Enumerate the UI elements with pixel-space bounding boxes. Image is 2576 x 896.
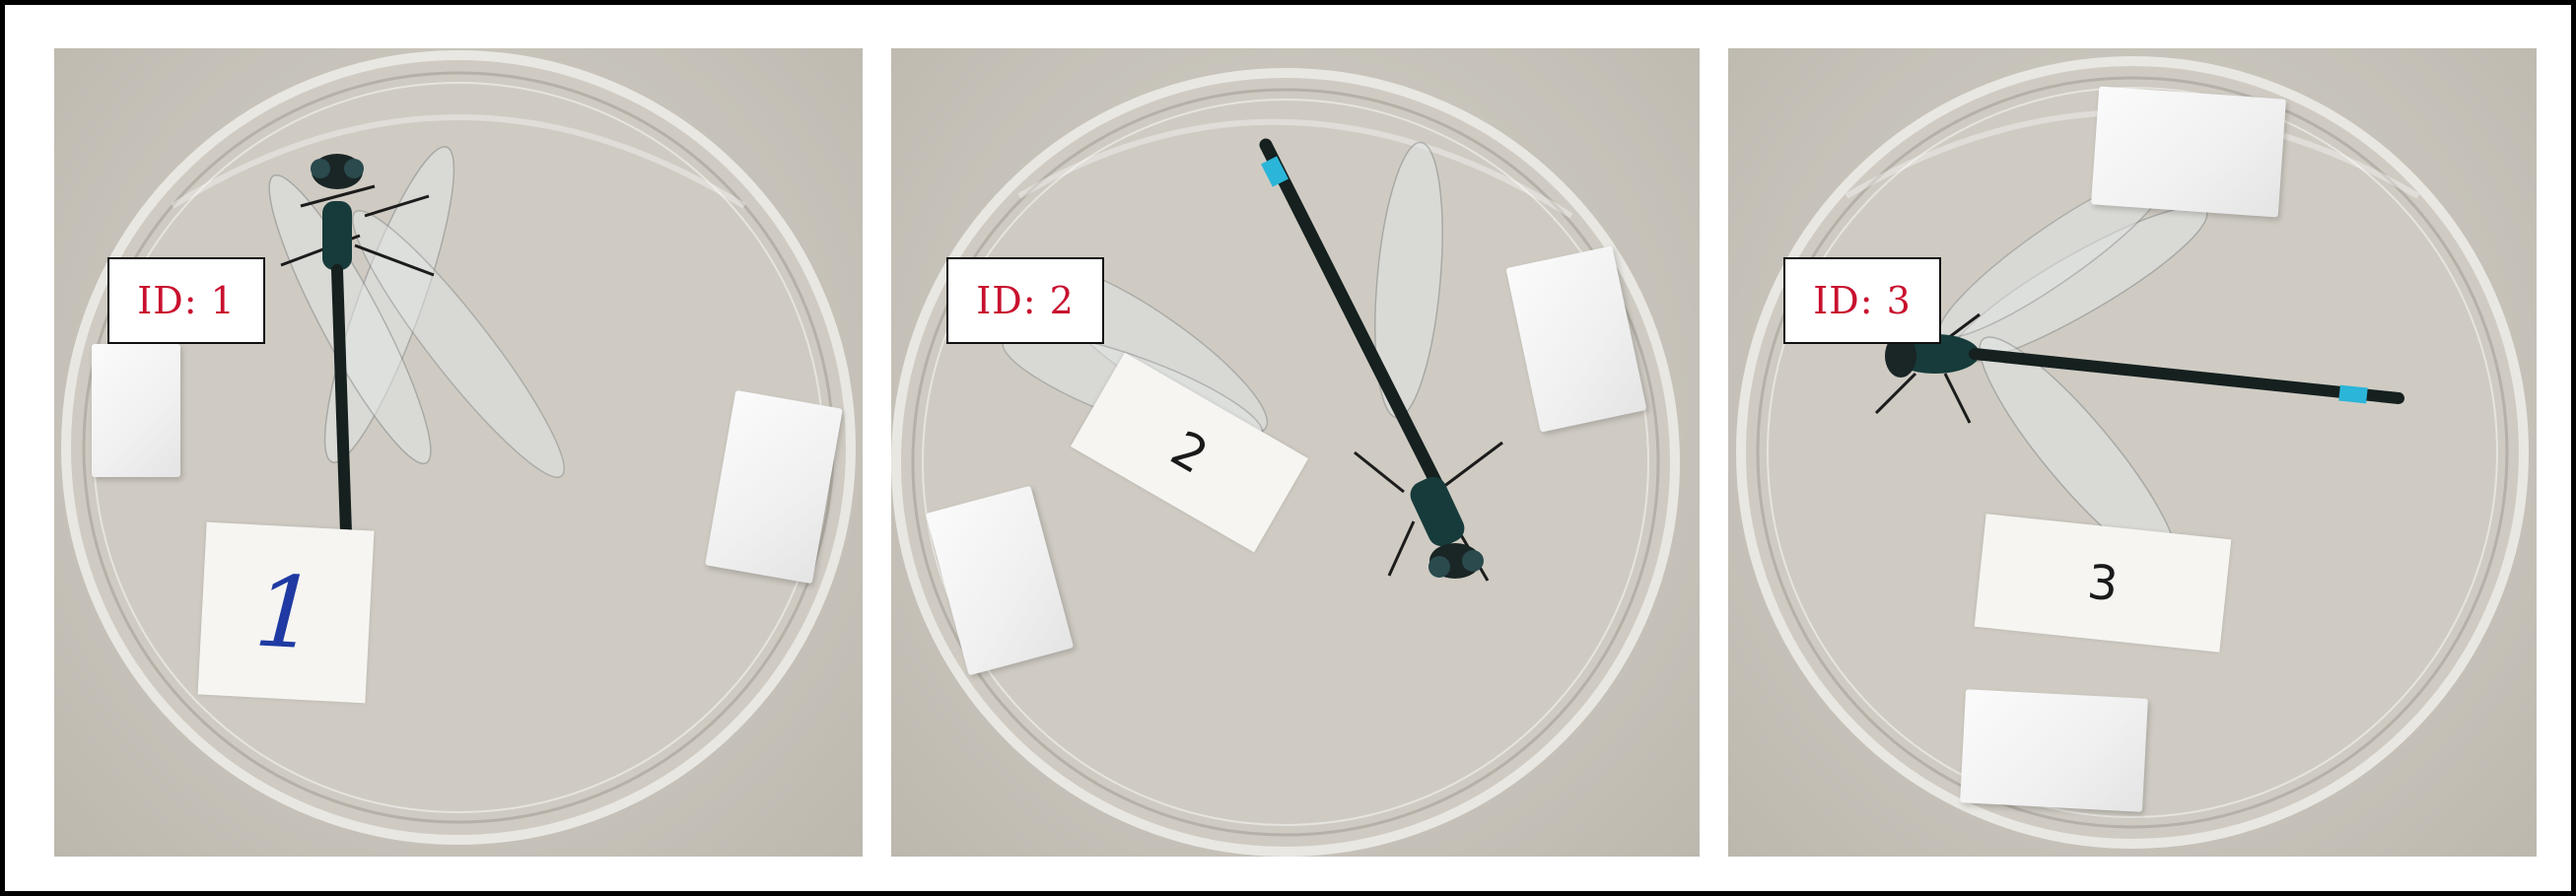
foam-block [2091, 86, 2286, 218]
petri-dish-3 [1736, 56, 2529, 849]
number-note: 1 [197, 521, 375, 704]
id-label-3: ID: 3 [1783, 257, 1941, 344]
id-text: ID: 2 [976, 279, 1075, 322]
note-label: 3 [2084, 554, 2122, 612]
specimen-panel-2: 2 [891, 48, 1700, 857]
note-label: 1 [251, 553, 320, 672]
dragonfly-icon [268, 146, 566, 655]
dragonfly-icon [1874, 172, 2404, 569]
specimen-panel-3: 3 [1728, 48, 2537, 857]
id-text: ID: 3 [1813, 279, 1912, 322]
specimen-panel-1: 1 [54, 48, 863, 857]
id-label-2: ID: 2 [946, 257, 1104, 344]
id-label-1: ID: 1 [107, 257, 265, 344]
id-text: ID: 1 [137, 279, 236, 322]
foam-block [92, 344, 180, 477]
foam-block [1960, 689, 2148, 812]
note-label: 2 [1161, 419, 1218, 486]
